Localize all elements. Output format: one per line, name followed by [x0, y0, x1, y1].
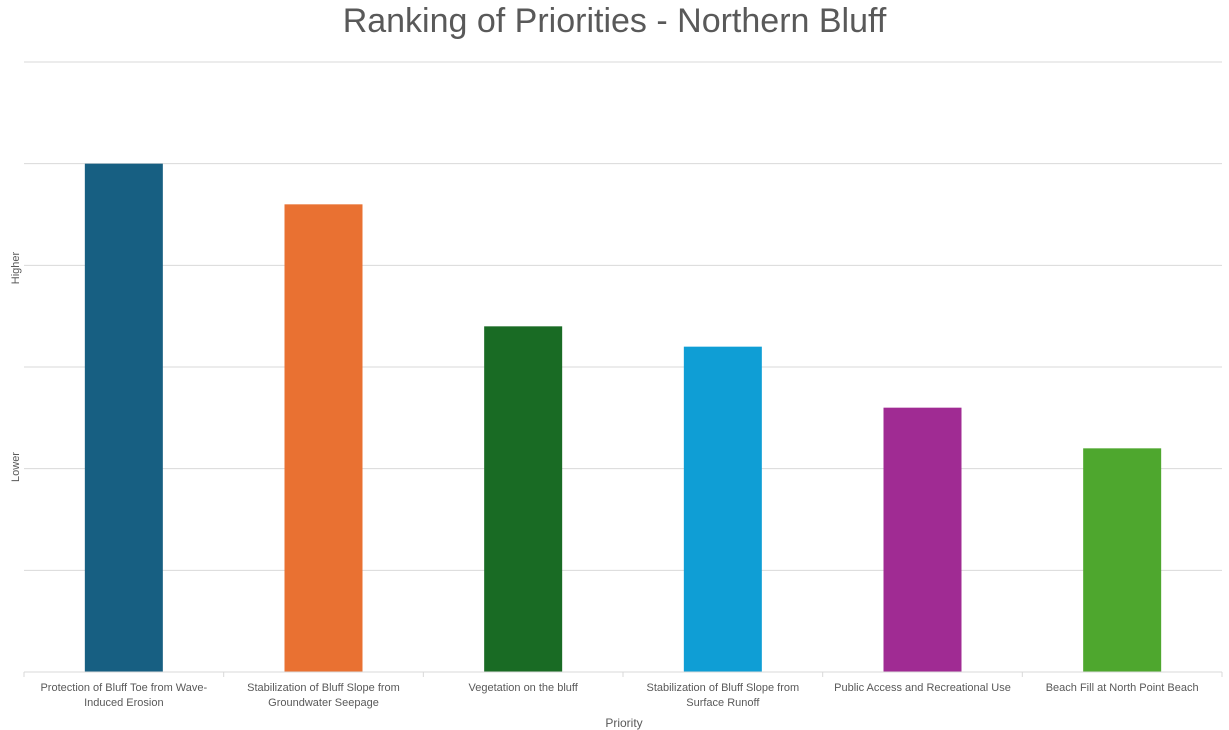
x-tick-label: Public Access and Recreational Use — [834, 682, 1011, 694]
x-axis — [23, 671, 1223, 677]
bar-5 — [883, 407, 962, 672]
bar-3 — [484, 326, 563, 672]
x-tick-label: Vegetation on the bluff — [468, 682, 578, 694]
y-annotation-higher: Higher — [10, 251, 22, 285]
x-axis-title: Priority — [605, 716, 643, 730]
gridlines — [24, 61, 1222, 571]
x-tick-label: Protection of Bluff Toe from Wave-Induce… — [40, 682, 208, 709]
chart-title: Ranking of Priorities - Northern Bluff — [342, 2, 887, 40]
bar-6 — [1083, 448, 1162, 672]
bar-1 — [84, 163, 163, 672]
bars — [84, 163, 1162, 673]
y-annotation-lower: Lower — [10, 452, 22, 482]
x-tick-label: Stabilization of Bluff Slope from Ground… — [247, 682, 400, 709]
x-tick-label: Beach Fill at North Point Beach — [1045, 682, 1199, 694]
bar-4 — [683, 346, 762, 672]
bar-2 — [284, 204, 363, 673]
x-tick-label: Stabilization of Bluff Slope from Surfac… — [646, 682, 800, 709]
